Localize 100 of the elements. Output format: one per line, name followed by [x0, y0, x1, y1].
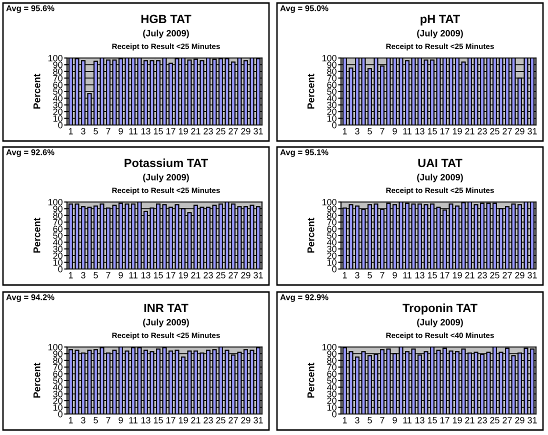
- x-tick-label: 9: [118, 128, 123, 134]
- x-tick-label: 25: [490, 272, 500, 278]
- y-tick-label: 70: [53, 75, 62, 82]
- y-tick-label: 100: [48, 344, 62, 350]
- x-tick-label: 15: [154, 417, 163, 424]
- x-tick-label: 17: [166, 417, 176, 424]
- y-tick-label: 60: [327, 82, 336, 88]
- y-tick-label: 100: [48, 54, 62, 62]
- y-tick-label: 0: [58, 122, 62, 128]
- x-tick-label: 11: [129, 417, 138, 424]
- x-tick-label: 1: [342, 272, 347, 278]
- y-axis-title: Percent: [308, 362, 314, 398]
- y-tick-label: 100: [322, 198, 336, 206]
- y-tick-label: 10: [53, 259, 62, 266]
- x-tick-label: 11: [129, 128, 138, 134]
- x-tick-label: 23: [478, 417, 487, 424]
- y-tick-label: 100: [322, 344, 336, 350]
- chart-title: INR TAT: [144, 304, 188, 312]
- y-tick-label: 10: [327, 404, 336, 411]
- y-tick-label: 30: [327, 390, 336, 398]
- x-tick-label: 19: [178, 128, 188, 134]
- chart-title: UAI TAT: [418, 158, 462, 168]
- x-tick-label: 3: [355, 417, 360, 424]
- y-tick-label: 50: [53, 377, 62, 384]
- x-tick-label: 9: [118, 417, 123, 424]
- x-tick-label: 11: [403, 417, 412, 424]
- chart-title: Troponin TAT: [402, 303, 478, 314]
- y-tick-label: 40: [327, 95, 336, 102]
- x-tick-label: 27: [502, 272, 512, 278]
- x-tick-label: 5: [368, 272, 372, 278]
- y-tick-label: 40: [53, 239, 62, 246]
- y-tick-label: 80: [327, 68, 336, 75]
- x-tick-label: 25: [216, 417, 226, 424]
- x-tick-label: 31: [254, 128, 263, 134]
- x-tick-label: 5: [94, 128, 98, 134]
- x-tick-label: 17: [440, 272, 450, 278]
- x-tick-label: 1: [68, 128, 73, 134]
- y-tick-label: 100: [48, 198, 62, 206]
- x-tick-label: 31: [254, 417, 263, 424]
- x-tick-label: 15: [428, 417, 437, 424]
- y-axis-title: Percent: [34, 74, 40, 109]
- x-tick-label: 5: [368, 417, 372, 424]
- x-tick-label: 25: [490, 128, 500, 134]
- chart-subtitle: (July 2009): [143, 174, 189, 182]
- x-tick-label: 9: [392, 128, 397, 134]
- y-tick-label: 80: [53, 212, 62, 219]
- x-tick-label: 7: [380, 417, 384, 424]
- x-tick-label: 29: [515, 128, 524, 134]
- chart-title: HGB TAT: [141, 14, 192, 24]
- x-tick-label: 19: [178, 417, 188, 424]
- x-tick-label: 5: [368, 128, 372, 134]
- y-tick-label: 20: [327, 398, 336, 404]
- y-tick-label: 10: [53, 115, 62, 122]
- x-tick-label: 21: [191, 128, 200, 134]
- x-tick-label: 23: [204, 272, 213, 278]
- x-tick-label: 27: [228, 128, 238, 134]
- x-tick-label: 11: [403, 128, 412, 134]
- y-tick-label: 50: [327, 377, 336, 384]
- x-tick-label: 31: [528, 128, 537, 134]
- text: Avg = 92.6%: [6, 149, 54, 157]
- y-tick-label: 100: [322, 54, 336, 62]
- x-tick-label: 17: [440, 128, 450, 134]
- y-tick-label: 70: [327, 364, 336, 370]
- y-tick-label: 70: [327, 75, 336, 82]
- y-tick-label: 70: [327, 219, 336, 226]
- x-tick-label: 17: [166, 272, 176, 278]
- x-tick-label: 31: [528, 417, 537, 424]
- x-tick-label: 5: [94, 272, 98, 278]
- y-tick-label: 80: [327, 357, 336, 364]
- text: Avg = 95.1%: [280, 149, 328, 157]
- x-tick-label: 3: [355, 128, 360, 134]
- x-tick-label: 7: [380, 272, 384, 278]
- x-tick-label: 29: [515, 417, 524, 424]
- x-tick-label: 29: [515, 272, 524, 278]
- text: Avg = 95.0%: [280, 5, 328, 13]
- x-tick-label: 21: [191, 272, 200, 278]
- y-tick-label: 20: [327, 252, 336, 259]
- x-tick-label: 29: [241, 272, 250, 278]
- x-tick-label: 23: [204, 128, 213, 134]
- y-tick-label: 20: [53, 398, 62, 404]
- y-tick-label: 60: [327, 226, 336, 232]
- y-tick-label: 50: [327, 232, 336, 239]
- y-tick-label: 30: [53, 246, 62, 252]
- y-tick-label: 80: [53, 68, 62, 75]
- x-tick-label: 27: [228, 417, 238, 424]
- x-tick-label: 13: [415, 128, 424, 134]
- y-tick-label: 60: [53, 226, 62, 232]
- x-tick-label: 21: [465, 128, 474, 134]
- y-tick-label: 30: [327, 102, 336, 108]
- y-axis-title: Percent: [308, 218, 314, 253]
- x-tick-label: 7: [106, 128, 110, 134]
- y-tick-label: 50: [327, 88, 336, 95]
- x-tick-label: 25: [490, 417, 500, 424]
- chart-subtitle: (July 2009): [143, 318, 189, 328]
- chart-title: pH TAT: [420, 14, 460, 26]
- x-tick-label: 15: [154, 128, 163, 134]
- x-tick-label: 11: [403, 272, 412, 278]
- x-tick-label: 23: [478, 272, 487, 278]
- x-tick-label: 3: [81, 272, 86, 278]
- x-tick-label: 9: [118, 272, 123, 278]
